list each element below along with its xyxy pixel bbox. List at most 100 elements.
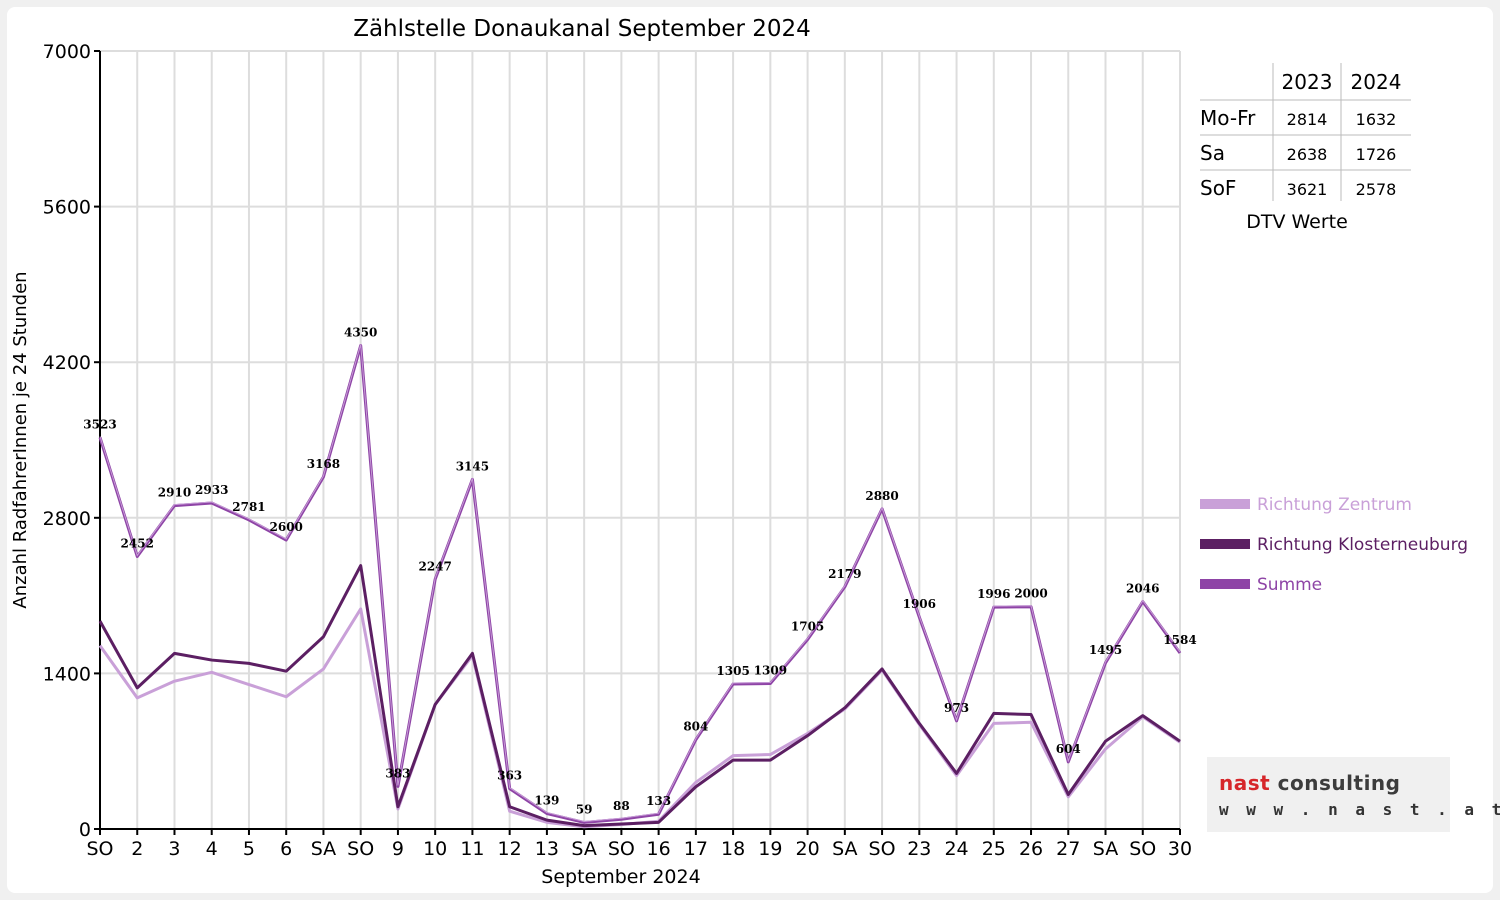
- grid: [99, 50, 1181, 830]
- data-label: 1705: [791, 620, 824, 634]
- y-tick-label: 7000: [43, 41, 91, 63]
- x-tick-label: SO: [347, 838, 374, 860]
- nast-consulting-logo: nast consulting w w w . n a s t . a t: [1207, 757, 1500, 832]
- x-tick-label: SA: [311, 838, 336, 860]
- x-tick-label: 13: [535, 838, 559, 860]
- x-tick-label: SO: [1129, 838, 1156, 860]
- data-label: 383: [385, 766, 410, 780]
- y-tick-labels: 0 1400 2800 4200 5600 7000: [43, 41, 91, 841]
- x-tick-label: 24: [944, 838, 968, 860]
- data-label: 2046: [1126, 582, 1159, 596]
- x-tick-label: 19: [758, 838, 782, 860]
- series-lines: [98, 344, 1182, 829]
- data-label: 2000: [1014, 587, 1047, 601]
- x-tick-label: SA: [1093, 838, 1118, 860]
- data-label: 139: [534, 794, 559, 808]
- data-label: 2781: [232, 500, 265, 514]
- x-tick-label: SA: [832, 838, 857, 860]
- x-tick-label: 4: [206, 838, 218, 860]
- data-label: 2179: [828, 567, 861, 581]
- data-label: 2600: [270, 520, 303, 534]
- data-label: 1996: [977, 587, 1010, 601]
- legend-swatch: [1200, 579, 1250, 589]
- table-header-2024: 2024: [1351, 70, 1402, 94]
- series-line-1: [98, 607, 1181, 829]
- data-label: 1309: [754, 664, 787, 678]
- x-tick-label: 17: [684, 838, 708, 860]
- table-cell: 3621: [1287, 180, 1328, 199]
- data-label: 59: [576, 802, 593, 816]
- x-tick-label: 11: [460, 838, 484, 860]
- x-tick-label: 27: [1056, 838, 1080, 860]
- series-line-highlight: [99, 344, 1181, 822]
- table-cell: 2814: [1287, 110, 1328, 129]
- data-label: 3145: [456, 459, 489, 473]
- x-tick-label: 10: [423, 838, 447, 860]
- x-tick-label: 2: [131, 838, 143, 860]
- data-label: 1305: [716, 664, 749, 678]
- x-tick-label: 25: [982, 838, 1006, 860]
- data-label: 804: [683, 720, 708, 734]
- data-labels: 3523 2452 2910 2933 2781 2600 3168 4350 383 2247 3…: [83, 326, 1196, 817]
- line-chart: Zählstelle Donaukanal September 2024 Anz…: [10, 16, 1468, 888]
- data-label: 973: [944, 701, 969, 715]
- x-tick-label: SA: [571, 838, 596, 860]
- data-label: 1906: [903, 597, 936, 611]
- table-cell: 2638: [1287, 145, 1328, 164]
- x-axis-label: September 2024: [541, 866, 700, 888]
- x-tick-label: 30: [1168, 838, 1192, 860]
- x-tick-label: 5: [243, 838, 255, 860]
- data-label: 3523: [83, 417, 116, 431]
- table-cell: 1726: [1356, 145, 1397, 164]
- x-tick-label: SO: [86, 838, 113, 860]
- legend-swatch: [1200, 499, 1250, 509]
- x-tick-label: 16: [647, 838, 671, 860]
- legend-entry: Richtung Klosterneuburg: [1257, 535, 1468, 555]
- x-tick-label: 26: [1019, 838, 1043, 860]
- x-tick-label: SO: [608, 838, 635, 860]
- data-label: 1584: [1163, 633, 1196, 647]
- legend-entry: Summe: [1257, 575, 1322, 595]
- data-label: 133: [646, 794, 671, 808]
- legend-swatch: [1200, 539, 1250, 549]
- y-tick-label: 0: [79, 819, 91, 841]
- data-label: 2880: [865, 489, 898, 503]
- x-tick-label: 6: [280, 838, 292, 860]
- x-tick-label: SO: [869, 838, 896, 860]
- logo-name-part2: consulting: [1277, 771, 1401, 795]
- y-tick-label: 4200: [43, 352, 91, 374]
- y-tick-label: 2800: [43, 508, 91, 530]
- data-label: 1495: [1089, 643, 1122, 657]
- x-tick-label: 23: [907, 838, 931, 860]
- data-label: 3168: [307, 457, 340, 471]
- data-label: 4350: [344, 326, 377, 340]
- data-label: 2910: [158, 486, 191, 500]
- table-cell: 1632: [1356, 110, 1397, 129]
- table-row-label: Sa: [1200, 141, 1225, 165]
- chart-title: Zählstelle Donaukanal September 2024: [353, 16, 811, 42]
- data-label: 88: [613, 799, 630, 813]
- y-tick-label: 5600: [43, 197, 91, 219]
- x-tick-label: 9: [392, 838, 404, 860]
- table-caption: DTV Werte: [1246, 211, 1348, 233]
- table-row-label: SoF: [1200, 176, 1236, 200]
- x-tick-labels: SO 2 3 4 5 6 SA SO 9 10 11 12 13 SA SO 16 17 18 19 20 SA SO 23…: [86, 838, 1192, 860]
- data-label: 363: [497, 769, 522, 783]
- table-header-2023: 2023: [1282, 70, 1333, 94]
- table-row-label: Mo-Fr: [1200, 106, 1256, 130]
- table-cell: 2578: [1356, 180, 1397, 199]
- x-tick-label: 12: [498, 838, 522, 860]
- dtv-table: 2023 2024 Mo-Fr 2814 1632 Sa 2638 1726 SoF 3621 25…: [1200, 63, 1411, 233]
- series-line-3: [98, 344, 1182, 824]
- legend: Richtung Zentrum Richtung Klosterneuburg S…: [1200, 495, 1468, 595]
- axes: [94, 50, 1181, 835]
- data-label: 2452: [121, 536, 154, 550]
- x-tick-label: 3: [168, 838, 180, 860]
- x-tick-label: 18: [721, 838, 745, 860]
- logo-name-part1: nast: [1219, 771, 1271, 795]
- legend-entry: Richtung Zentrum: [1257, 495, 1412, 515]
- chart-frame: Zählstelle Donaukanal September 2024 Anz…: [7, 7, 1500, 893]
- x-tick-label: 20: [795, 838, 819, 860]
- data-label: 2933: [195, 483, 228, 497]
- data-label: 2247: [418, 559, 451, 573]
